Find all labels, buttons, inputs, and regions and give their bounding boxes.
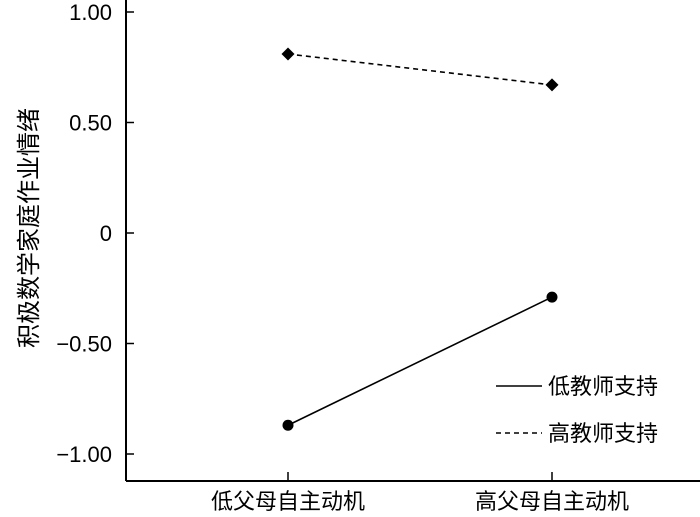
data-point [281,47,295,61]
axes [125,0,700,482]
series-line [287,53,553,86]
legend-label: 低教师支持 [548,375,658,400]
x-tick-label: 高父母自主动机 [475,490,629,515]
series-line [287,296,553,426]
y-axis-title: 积极数学家庭作业情绪 [15,108,43,348]
data-point [282,419,294,431]
y-ticks: 1.00 0.50 0 −0.50 −1.00 [56,0,134,467]
series-2 [281,47,559,92]
series-layer [281,47,559,431]
y-tick-label: 0.50 [69,111,112,136]
x-ticks: 低父母自主动机 高父母自主动机 [211,472,629,515]
y-tick-label: 1.00 [69,0,112,25]
y-tick-label: −0.50 [56,332,112,357]
y-tick-label: 0 [100,221,112,246]
y-tick-label: −1.00 [56,442,112,467]
legend-label: 高教师支持 [548,422,658,447]
data-point [545,78,559,92]
series-1 [282,291,558,431]
x-tick-label: 低父母自主动机 [211,490,365,515]
data-point [546,291,558,303]
